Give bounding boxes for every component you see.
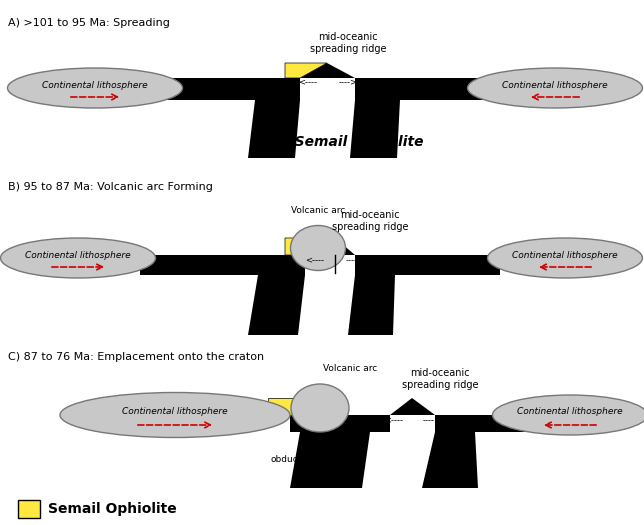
- Text: B) 95 to 87 Ma: Volcanic arc Forming: B) 95 to 87 Ma: Volcanic arc Forming: [8, 182, 213, 192]
- Polygon shape: [355, 255, 500, 275]
- Polygon shape: [155, 78, 300, 100]
- Text: <----: <----: [305, 256, 325, 265]
- Text: mid-oceanic
spreading ridge: mid-oceanic spreading ridge: [310, 32, 386, 54]
- Ellipse shape: [1, 238, 155, 278]
- Polygon shape: [290, 415, 390, 432]
- Text: Continental lithosphere: Continental lithosphere: [43, 80, 148, 89]
- Text: ---->: ---->: [345, 256, 365, 265]
- Polygon shape: [140, 255, 305, 275]
- Ellipse shape: [60, 393, 290, 437]
- Text: C) 87 to 76 Ma: Emplacement onto the craton: C) 87 to 76 Ma: Emplacement onto the cra…: [8, 352, 264, 362]
- Polygon shape: [355, 78, 490, 100]
- Polygon shape: [268, 398, 295, 415]
- Text: Continental lithosphere: Continental lithosphere: [25, 250, 131, 259]
- Ellipse shape: [468, 68, 643, 108]
- Polygon shape: [348, 275, 395, 335]
- Text: mid-oceanic
spreading ridge: mid-oceanic spreading ridge: [402, 368, 478, 390]
- Ellipse shape: [488, 238, 643, 278]
- Text: Volcanic arc: Volcanic arc: [323, 364, 377, 373]
- Polygon shape: [435, 415, 560, 432]
- Text: mid-oceanic
spreading ridge: mid-oceanic spreading ridge: [332, 210, 408, 232]
- Text: Continental lithosphere: Continental lithosphere: [512, 250, 618, 259]
- Ellipse shape: [291, 384, 349, 432]
- Polygon shape: [248, 275, 305, 335]
- Text: obduction: obduction: [270, 455, 316, 464]
- Ellipse shape: [290, 226, 345, 270]
- Text: A) >101 to 95 Ma: Spreading: A) >101 to 95 Ma: Spreading: [8, 18, 170, 28]
- Polygon shape: [300, 63, 355, 78]
- Text: ---->: ---->: [422, 415, 442, 425]
- Polygon shape: [390, 398, 435, 415]
- Polygon shape: [285, 238, 335, 255]
- Polygon shape: [248, 100, 300, 158]
- Polygon shape: [350, 100, 400, 158]
- Polygon shape: [305, 238, 355, 255]
- Polygon shape: [290, 432, 370, 488]
- Ellipse shape: [8, 68, 182, 108]
- Text: ---->: ---->: [339, 78, 357, 87]
- Ellipse shape: [493, 395, 644, 435]
- Text: Continental lithosphere: Continental lithosphere: [517, 407, 623, 416]
- Polygon shape: [422, 432, 478, 488]
- Text: Prto Semail Ophiolite: Prto Semail Ophiolite: [257, 135, 423, 149]
- Polygon shape: [18, 500, 40, 518]
- Text: <----: <----: [299, 78, 317, 87]
- Text: Continental lithosphere: Continental lithosphere: [502, 80, 608, 89]
- Text: Continental lithosphere: Continental lithosphere: [122, 407, 228, 416]
- Text: Semail Ophiolite: Semail Ophiolite: [48, 502, 176, 516]
- Text: Volcanic arc: Volcanic arc: [291, 206, 345, 215]
- Text: <----: <----: [384, 415, 404, 425]
- Polygon shape: [285, 63, 327, 78]
